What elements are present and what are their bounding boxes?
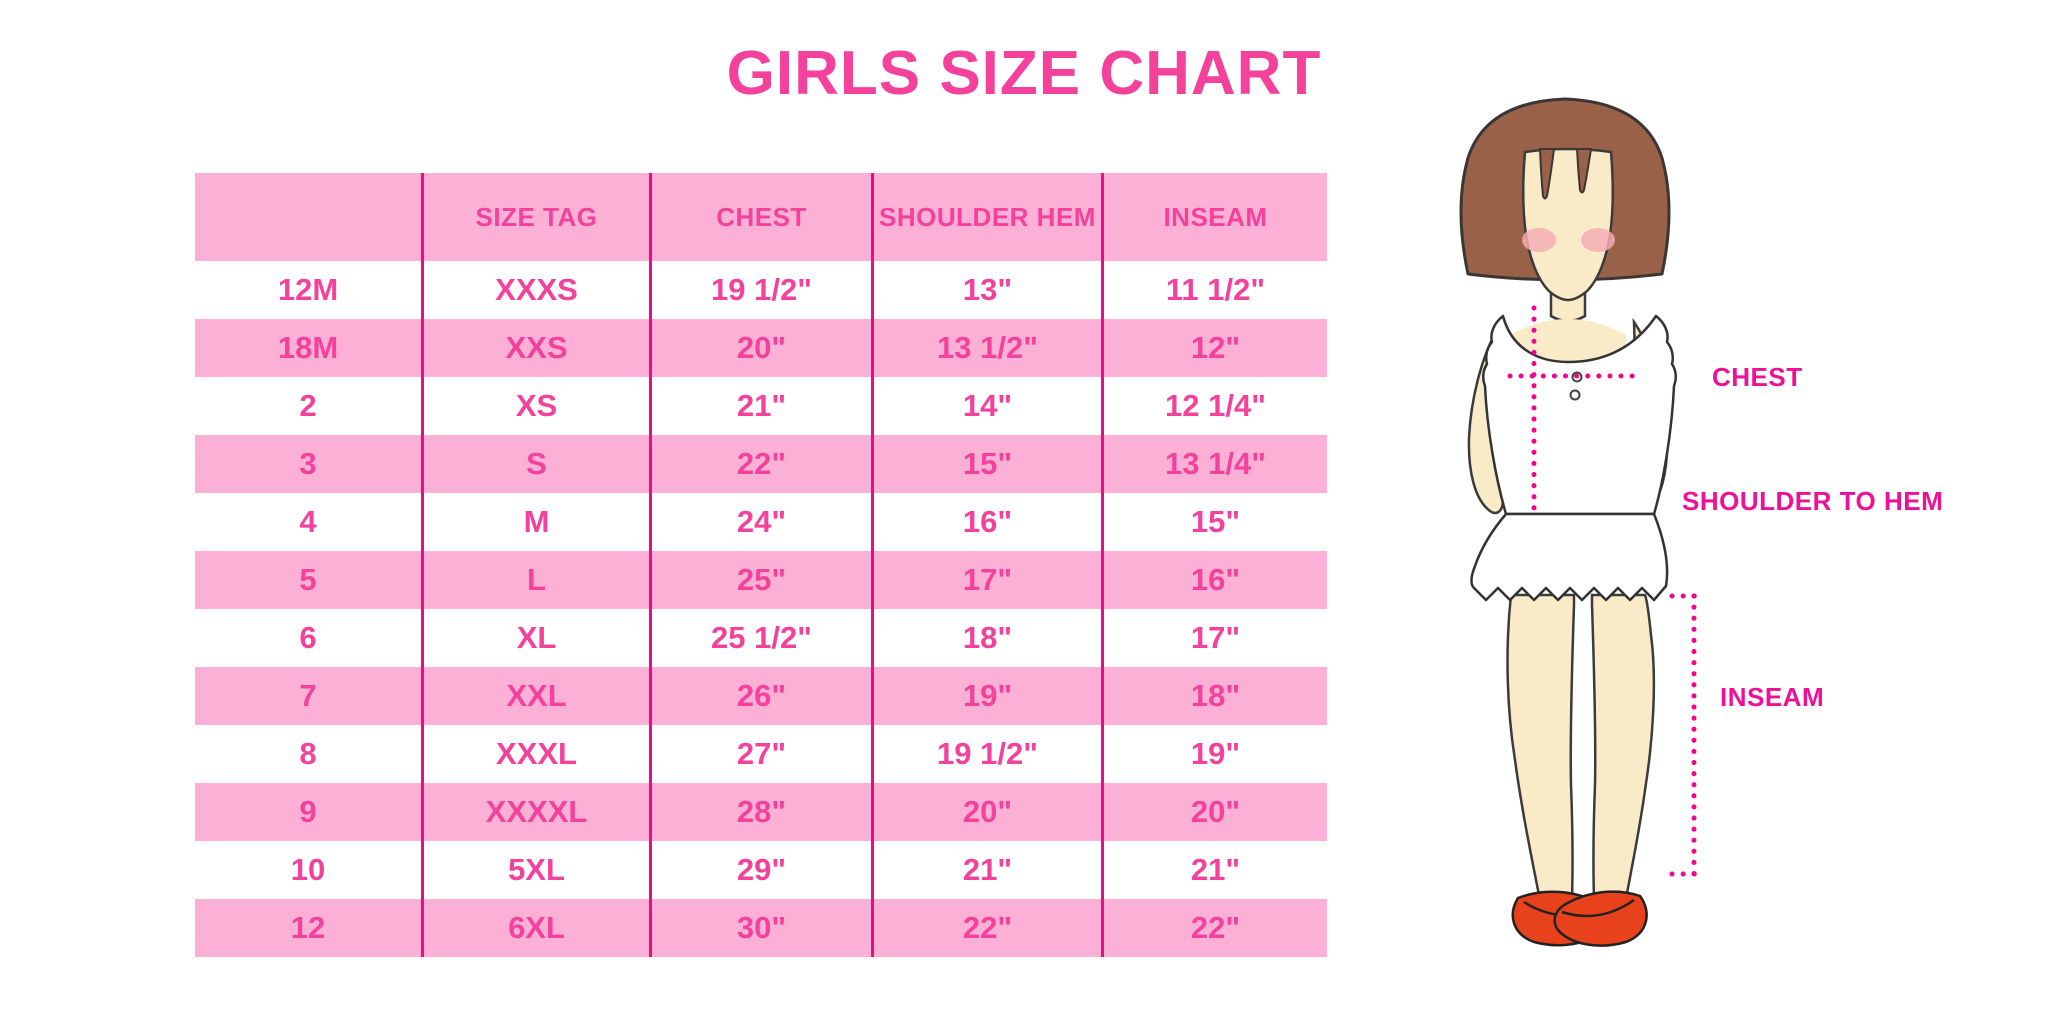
column-header-size-tag: SIZE TAG — [421, 173, 649, 261]
table-cell: 14" — [871, 377, 1101, 435]
table-cell: 12M — [277, 272, 339, 307]
table-cell: 26" — [649, 667, 871, 725]
table-cell: 29" — [649, 841, 871, 899]
table-cell: 15" — [871, 435, 1101, 493]
table-cell: 18" — [1101, 667, 1327, 725]
girl-illustration — [1459, 97, 1708, 947]
table-cell: S — [421, 435, 649, 493]
table-cell: 17" — [1101, 609, 1327, 667]
table-cell: 16" — [871, 493, 1101, 551]
table-cell: 10 — [290, 852, 326, 887]
table-cell: 21" — [871, 841, 1101, 899]
table-cell: 18M — [195, 319, 421, 377]
table-cell: XXXL — [421, 725, 649, 783]
table-cell: M — [421, 493, 649, 551]
girl-dress-skirt — [1470, 512, 1669, 602]
table-cell: 19 1/2" — [871, 725, 1101, 783]
dress-button-bottom — [1569, 389, 1581, 401]
girl-blush-left — [1522, 228, 1556, 252]
girl-dress-bodice — [1482, 314, 1677, 516]
inseam-label: INSEAM — [1720, 682, 1825, 712]
table-cell: 13" — [871, 261, 1101, 319]
table-cell: XXXXL — [421, 783, 649, 841]
column-header-chest: CHEST — [649, 173, 871, 261]
table-cell: 30" — [649, 899, 871, 957]
girl-blush-right — [1581, 228, 1615, 252]
table-cell: L — [421, 551, 649, 609]
table-cell: 2 — [299, 388, 317, 423]
table-cell: 21" — [1101, 841, 1327, 899]
table-cell: 3 — [195, 435, 421, 493]
column-header-blank — [195, 173, 421, 261]
table-cell: 7 — [195, 667, 421, 725]
table-cell: 24" — [649, 493, 871, 551]
table-cell: XXL — [421, 667, 649, 725]
table-cell: 4 — [299, 504, 317, 539]
girl-shoulders — [1510, 319, 1626, 362]
girl-shoe-right-strap — [1561, 898, 1635, 918]
table-cell: 21" — [649, 377, 871, 435]
table-cell: 11 1/2" — [1101, 261, 1327, 319]
table-cell: 28" — [649, 783, 871, 841]
shoulder-to-hem-label: SHOULDER TO HEM — [1682, 486, 1944, 516]
table-cell: 20" — [649, 319, 871, 377]
girl-leg-left — [1506, 593, 1576, 928]
girl-leg-right — [1590, 593, 1656, 928]
table-cell: 20" — [1101, 783, 1327, 841]
table-cell: 6 — [299, 620, 317, 655]
table-cell: 16" — [1101, 551, 1327, 609]
table-cell: XS — [421, 377, 649, 435]
chest-label: CHEST — [1712, 362, 1803, 392]
table-cell: 22" — [871, 899, 1101, 957]
table-cell: 9 — [195, 783, 421, 841]
table-cell: 12 1/4" — [1101, 377, 1327, 435]
table-cell: 25 1/2" — [649, 609, 871, 667]
column-header-inseam: INSEAM — [1101, 173, 1327, 261]
table-cell: 19" — [871, 667, 1101, 725]
table-cell: 12" — [1101, 319, 1327, 377]
table-cell: 12 — [195, 899, 421, 957]
table-cell: 5 — [195, 551, 421, 609]
table-cell: 27" — [649, 725, 871, 783]
table-cell: 20" — [871, 783, 1101, 841]
table-cell: 5XL — [421, 841, 649, 899]
size-table: SIZE TAG CHEST SHOULDER HEM INSEAM 12M XX… — [195, 173, 1327, 957]
table-cell: XXXS — [421, 261, 649, 319]
page-title: GIRLS SIZE CHART — [726, 39, 1322, 108]
table-cell: XL — [421, 609, 649, 667]
table-cell: 13 1/2" — [871, 319, 1101, 377]
table-cell: 25" — [649, 551, 871, 609]
table-cell: 19 1/2" — [649, 261, 871, 319]
table-cell: 13 1/4" — [1101, 435, 1327, 493]
table-cell: 22" — [649, 435, 871, 493]
table-cell: XXS — [421, 319, 649, 377]
table-cell: 22" — [1101, 899, 1327, 957]
table-cell: 8 — [299, 736, 317, 771]
table-cell: 18" — [871, 609, 1101, 667]
girl-bangs — [1538, 148, 1593, 200]
table-cell: 15" — [1101, 493, 1327, 551]
column-header-shoulder-hem: SHOULDER HEM — [871, 173, 1101, 261]
table-cell: 6XL — [421, 899, 649, 957]
table-cell: 19" — [1101, 725, 1327, 783]
table-cell: 17" — [871, 551, 1101, 609]
